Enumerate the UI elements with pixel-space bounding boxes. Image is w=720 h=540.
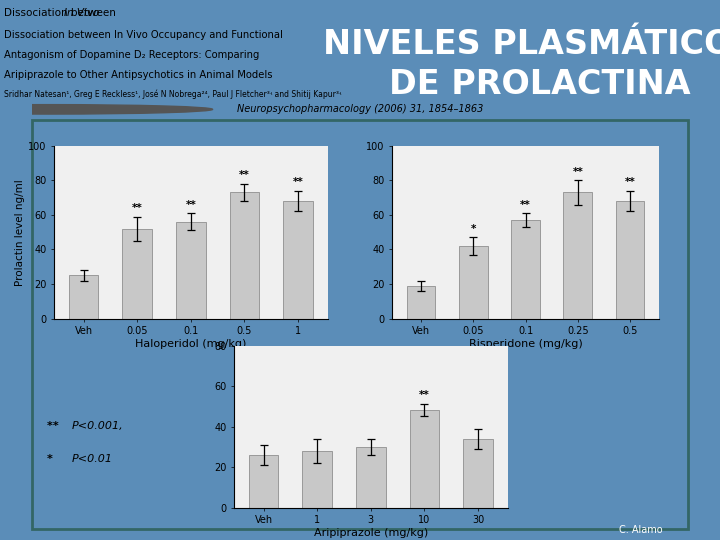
Text: **: ** (419, 390, 430, 400)
Y-axis label: Prolactin level ng/ml: Prolactin level ng/ml (15, 179, 25, 286)
Text: Sridhar Natesan¹, Greg E Reckless¹, José N Nobrega²⁴, Paul J Fletcher³ʵ and Shit: Sridhar Natesan¹, Greg E Reckless¹, José… (4, 90, 341, 99)
Bar (248, 455, 278, 508)
Text: **: ** (47, 421, 63, 431)
X-axis label: Aripiprazole (mg/kg): Aripiprazole (mg/kg) (314, 528, 428, 538)
Text: **: ** (572, 167, 583, 177)
Text: NIVELES PLASMÁTICOS: NIVELES PLASMÁTICOS (323, 29, 720, 62)
Bar (616, 201, 644, 319)
Text: DE PROLACTINA: DE PROLACTINA (390, 69, 690, 102)
Bar (511, 220, 540, 319)
Text: In Vivo: In Vivo (64, 8, 99, 18)
Bar (464, 438, 493, 508)
Bar (459, 246, 487, 319)
Text: P<0.001,: P<0.001, (71, 421, 123, 431)
Bar (284, 201, 313, 319)
Text: P<0.01: P<0.01 (71, 454, 112, 464)
Text: Antagonism of Dopamine D₂ Receptors: Comparing: Antagonism of Dopamine D₂ Receptors: Com… (4, 50, 259, 60)
Bar (407, 286, 436, 319)
Text: Dissociation between In Vivo Occupancy and Functional: Dissociation between In Vivo Occupancy a… (4, 30, 282, 40)
Text: **: ** (239, 170, 250, 180)
Bar (302, 451, 332, 508)
Circle shape (0, 105, 212, 114)
Bar (68, 275, 98, 319)
Text: C. Alamo: C. Alamo (618, 524, 662, 535)
Text: *: * (471, 224, 476, 234)
Text: Aripiprazole to Other Antipsychotics in Animal Models: Aripiprazole to Other Antipsychotics in … (4, 70, 272, 80)
Text: Dissociation between: Dissociation between (4, 8, 119, 18)
X-axis label: Haloperidol (mg/kg): Haloperidol (mg/kg) (135, 339, 246, 349)
Text: **: ** (293, 177, 303, 187)
Text: *: * (47, 454, 57, 464)
Text: **: ** (186, 200, 196, 210)
Bar (176, 222, 205, 319)
Text: **: ** (521, 200, 531, 210)
Text: **: ** (625, 177, 636, 187)
Bar (410, 410, 439, 508)
Text: Neuropsychopharmacology (2006) 31, 1854–1863: Neuropsychopharmacology (2006) 31, 1854–… (237, 104, 483, 114)
Bar (122, 229, 152, 319)
Bar (356, 447, 385, 508)
Bar (230, 192, 259, 319)
Text: **: ** (132, 203, 143, 213)
X-axis label: Risperidone (mg/kg): Risperidone (mg/kg) (469, 339, 582, 349)
Bar (564, 192, 593, 319)
